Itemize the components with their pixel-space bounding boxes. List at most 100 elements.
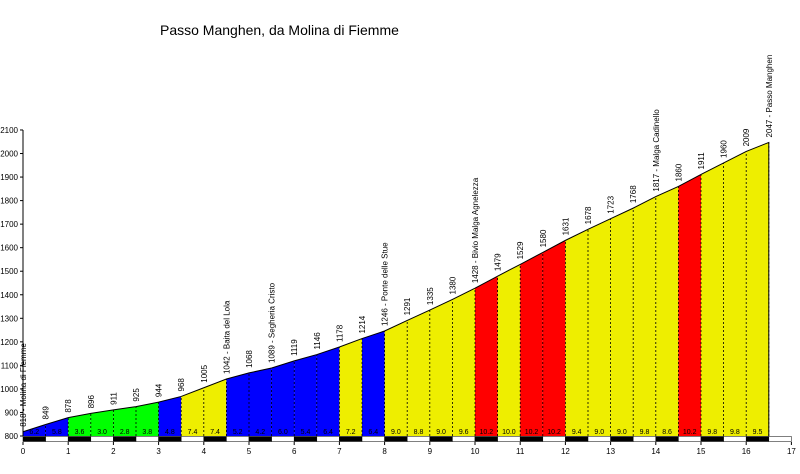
gradient-segment — [497, 264, 521, 436]
gradient-label: 9.8 — [707, 429, 717, 436]
gradient-label: 9.4 — [572, 429, 582, 436]
altitude-label: 1335 — [426, 287, 435, 305]
gradient-label: 9.0 — [617, 429, 627, 436]
x-tick-label: 0 — [21, 447, 26, 456]
altitude-label: 1214 — [358, 315, 367, 333]
altitude-label: 1428 - Bivio Malga Agnelezza — [471, 177, 480, 283]
gradient-label: 5.2 — [233, 429, 243, 436]
gradient-segment — [407, 310, 430, 436]
y-tick-label: 2000 — [0, 150, 18, 159]
altitude-label: 878 — [64, 399, 73, 413]
km-bar-segment — [67, 436, 92, 442]
gradient-label: 2.8 — [120, 429, 130, 436]
y-tick-label: 1000 — [0, 385, 18, 394]
gradient-label: 5.8 — [52, 429, 62, 436]
altitude-label: 944 — [155, 383, 164, 397]
altitude-label: 1246 - Ponte delle Stue — [381, 242, 390, 326]
x-tick-label: 1 — [66, 447, 71, 456]
y-tick-label: 1800 — [0, 197, 18, 206]
km-bar-segment — [22, 436, 46, 442]
km-bar-segment — [497, 436, 521, 442]
km-bar-segment — [384, 436, 408, 442]
altitude-label: 1529 — [516, 241, 525, 259]
km-bar-segment — [158, 436, 182, 442]
altitude-label: 1678 — [584, 206, 593, 224]
altitude-label: 1960 — [720, 140, 729, 158]
altitude-label: 1178 — [335, 324, 344, 342]
gradient-label: 9.0 — [391, 429, 401, 436]
altitude-label: 1005 — [200, 364, 209, 382]
gradient-segment — [226, 372, 249, 436]
gradient-label: 6.2 — [29, 429, 39, 436]
gradient-segment — [113, 406, 136, 436]
km-bar-segment — [768, 436, 792, 442]
y-tick-label: 800 — [5, 432, 19, 441]
axes: 8009001000110012001300140015001600170018… — [0, 126, 796, 456]
gradient-segment — [475, 276, 498, 436]
km-bar-segment — [316, 436, 340, 442]
gradient-label: 10.2 — [683, 429, 697, 436]
km-bar-segment — [587, 436, 611, 442]
altitude-label: 2047 - Passo Manghen — [765, 55, 774, 138]
x-tick-label: 5 — [247, 447, 252, 456]
gradient-label: 7.4 — [188, 429, 198, 436]
y-tick-label: 1300 — [0, 314, 18, 323]
altitude-label: 1580 — [539, 229, 548, 247]
altitude-label: 925 — [132, 388, 141, 402]
km-bar-segment — [293, 436, 318, 442]
gradient-segment — [362, 331, 385, 436]
gradient-segment — [316, 347, 340, 436]
gradient-segment — [23, 424, 46, 436]
gradient-segment — [610, 208, 634, 436]
gradient-segment — [203, 379, 227, 436]
km-bar-segment — [542, 436, 566, 442]
km-bar-segment — [678, 436, 702, 442]
x-tick-label: 9 — [428, 447, 433, 456]
segment-dividers — [45, 142, 770, 436]
km-bar-segment — [113, 436, 137, 442]
altitude-label: 2009 — [742, 128, 751, 146]
km-bar-segment — [474, 436, 498, 442]
x-tick-label: 15 — [697, 447, 706, 456]
gradient-segments — [23, 142, 769, 437]
altitude-label: 818 - Molina di Fiemme — [19, 343, 28, 427]
x-tick-label: 3 — [156, 447, 161, 456]
gradient-segment — [746, 142, 769, 436]
km-bar-segment — [700, 436, 724, 442]
gradient-label: 7.2 — [346, 429, 356, 436]
altitude-label: 849 — [42, 406, 51, 420]
gradient-label: 8.8 — [414, 429, 424, 436]
altitude-label: 968 — [177, 378, 186, 392]
y-tick-label: 1200 — [0, 338, 18, 347]
gradient-label: 3.0 — [97, 429, 107, 436]
gradient-segment — [633, 196, 656, 436]
gradient-label: 8.6 — [662, 429, 672, 436]
altitude-labels: 818 - Molina di Fiemme 849 878 896 911 925 944… — [19, 55, 774, 427]
gradient-label: 9.5 — [753, 429, 763, 436]
gradient-segment — [271, 360, 295, 436]
gradient-label: 5.4 — [301, 429, 311, 436]
y-tick-label: 1900 — [0, 173, 18, 182]
gradient-label: 6.4 — [323, 429, 333, 436]
gradient-label: 9.8 — [640, 429, 650, 436]
km-bar-segment — [248, 436, 272, 442]
gradient-segment — [588, 218, 611, 436]
altitude-label: 1860 — [674, 163, 683, 181]
altitude-label: 1119 — [290, 339, 299, 356]
x-tick-label: 2 — [111, 447, 116, 456]
gradient-label: 6.0 — [278, 429, 288, 436]
gradient-segment — [45, 417, 69, 436]
altitude-label: 1291 — [403, 297, 412, 315]
y-tick-label: 1100 — [1, 361, 19, 370]
y-tick-label: 2100 — [0, 126, 18, 135]
gradient-label: 4.2 — [255, 429, 265, 436]
km-bar-segment — [655, 436, 679, 442]
x-tick-label: 17 — [787, 447, 796, 456]
gradient-segment — [384, 320, 408, 436]
x-tick-label: 8 — [382, 447, 387, 456]
gradient-segment — [249, 367, 272, 436]
gradient-label: 10.2 — [479, 429, 493, 436]
x-tick-label: 10 — [471, 447, 480, 456]
km-bar — [22, 436, 792, 442]
x-tick-label: 12 — [561, 447, 570, 456]
